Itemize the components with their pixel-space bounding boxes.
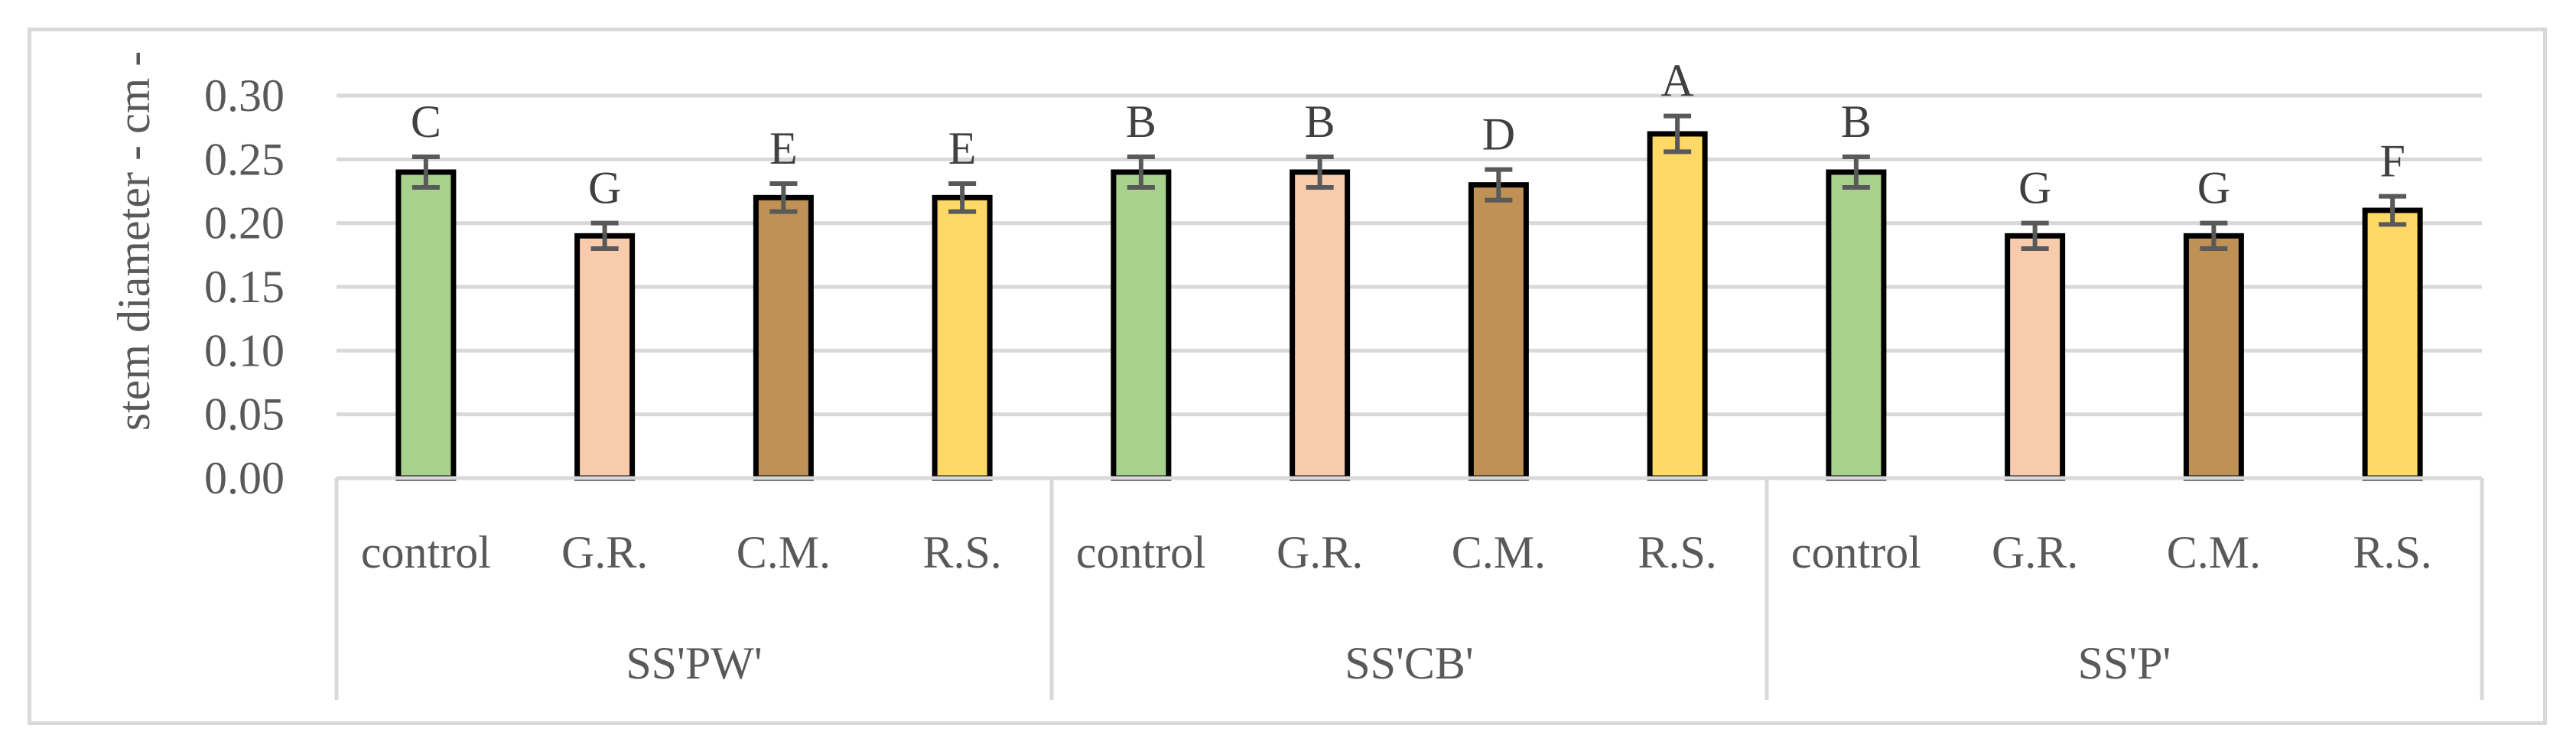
significance-letter: D (1482, 109, 1515, 160)
bar (1290, 169, 1351, 481)
x-category-label: R.S. (922, 527, 1001, 578)
x-category-label: R.S. (2353, 527, 2431, 578)
bar (2362, 207, 2423, 481)
significance-letter: B (1305, 96, 1335, 147)
significance-letter: A (1660, 56, 1693, 106)
bar (574, 233, 636, 481)
y-tick-label: 0.20 (204, 198, 285, 249)
gridlines (337, 93, 2482, 480)
y-tick-label: 0.05 (204, 389, 285, 440)
significance-letter: F (2379, 136, 2405, 187)
bar (1111, 169, 1172, 481)
bar (932, 194, 993, 481)
x-group-label: SS'P' (2078, 638, 2171, 688)
significance-letter: C (411, 96, 441, 147)
x-category-label: C.M. (2167, 527, 2261, 578)
significance-letter: E (948, 123, 977, 174)
x-category-label: control (1076, 527, 1206, 578)
y-axis-ticks: 0.00 0.05 0.10 0.15 0.20 0.25 0.30 (204, 70, 285, 503)
x-category-label: C.M. (1452, 527, 1546, 578)
bar (1826, 169, 1887, 481)
x-category-label: C.M. (737, 527, 831, 578)
y-tick-label: 0.00 (204, 453, 285, 503)
y-tick-label: 0.10 (204, 325, 285, 376)
bar (2183, 233, 2244, 481)
bar (395, 169, 457, 481)
y-tick-label: 0.30 (204, 70, 285, 121)
significance-letter: G (2018, 163, 2051, 213)
bar (1468, 182, 1529, 481)
significance-letter: G (588, 163, 621, 213)
x-category-label: G.R. (1277, 527, 1363, 578)
bar (753, 194, 814, 481)
x-category-label: G.R. (561, 527, 648, 578)
bar (2005, 233, 2066, 481)
x-group-label: SS'CB' (1345, 638, 1473, 688)
x-category-label: R.S. (1638, 527, 1716, 578)
x-group-label: SS'PW' (626, 638, 762, 688)
significance-letter: E (769, 123, 798, 174)
x-category-label: control (361, 527, 491, 578)
y-tick-label: 0.15 (204, 262, 285, 312)
significance-letter: B (1126, 96, 1156, 147)
x-category-label: G.R. (1992, 527, 2078, 578)
bar (1647, 131, 1708, 481)
y-tick-label: 0.25 (204, 134, 285, 184)
x-axis: control G.R. C.M. R.S. SS'PW' control G.R. C.M.… (334, 476, 2484, 700)
significance-letter: G (2197, 163, 2230, 213)
significance-letter: B (1841, 96, 1872, 147)
bars: C G E E B B D A B G G F (395, 56, 2423, 481)
x-category-label: control (1791, 527, 1921, 578)
y-axis-title: stem diameter - cm - (109, 51, 159, 431)
